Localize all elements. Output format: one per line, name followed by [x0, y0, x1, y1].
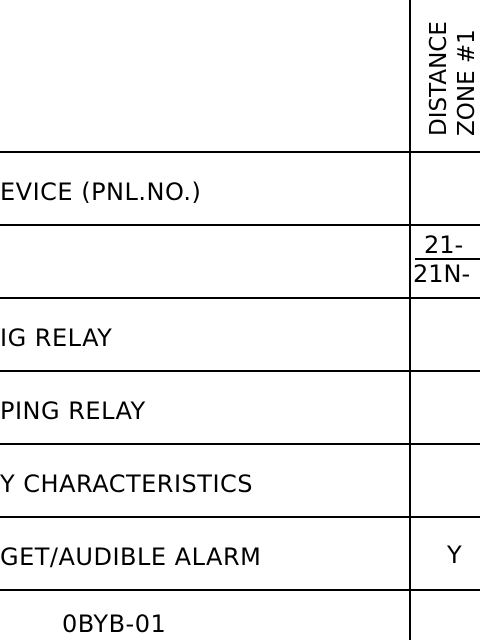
- row-divider: [0, 589, 480, 591]
- row-divider: [0, 224, 480, 226]
- row-label-drawing-number: 0BYB-01: [62, 610, 167, 638]
- relay-number-bottom: 21N-: [413, 260, 471, 288]
- row-divider: [0, 443, 480, 445]
- fraction-bar: [415, 258, 480, 260]
- row-divider: [0, 370, 480, 372]
- target-alarm-value: Y: [447, 541, 462, 569]
- relay-number-top: 21-: [424, 231, 464, 259]
- row-label-device-panel-number: EVICE (PNL.NO.): [0, 178, 202, 206]
- row-label-target-audible-alarm: GET/AUDIBLE ALARM: [0, 543, 262, 571]
- row-divider: [0, 297, 480, 299]
- row-label-relay: IG RELAY: [0, 324, 113, 352]
- column-divider: [409, 0, 411, 640]
- row-divider: [0, 516, 480, 518]
- column-header-line2: ZONE #1: [454, 29, 480, 136]
- row-label-tripping-relay: PING RELAY: [0, 397, 146, 425]
- row-label-characteristics: Y CHARACTERISTICS: [0, 470, 254, 498]
- row-divider: [0, 151, 480, 153]
- column-header-line1: DISTANCE: [426, 21, 452, 136]
